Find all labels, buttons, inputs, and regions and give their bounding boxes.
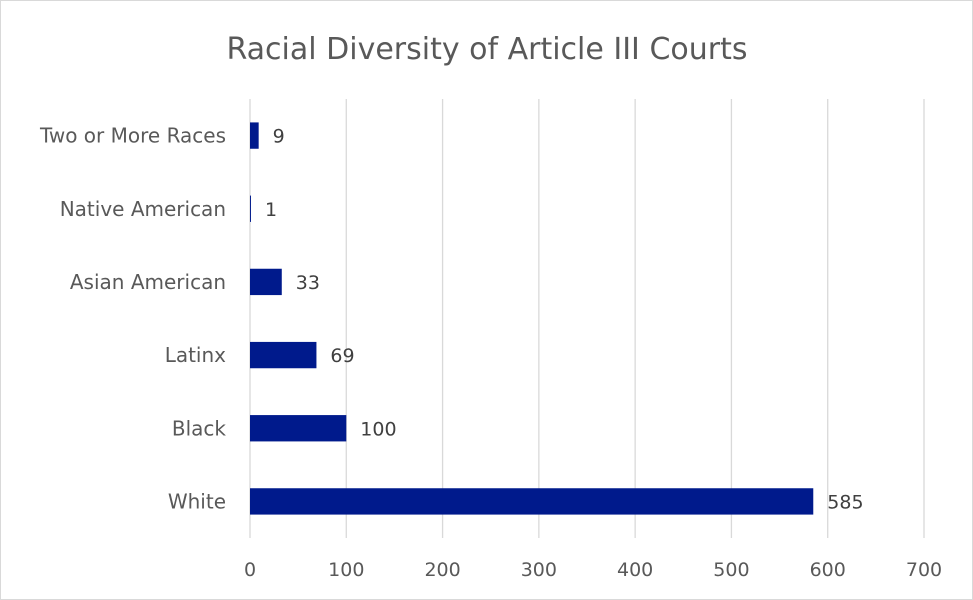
category-label-white: White <box>168 489 226 513</box>
bar-two-or-more-races <box>250 122 259 149</box>
bars <box>250 122 814 515</box>
x-tick-label-200: 200 <box>424 559 460 581</box>
bar-white <box>250 488 814 515</box>
x-tick-label-0: 0 <box>244 559 256 581</box>
data-label-native-american: 1 <box>265 199 277 221</box>
data-label-black: 100 <box>360 418 396 440</box>
category-label-latinx: Latinx <box>165 343 226 367</box>
bar-asian-american <box>250 268 282 296</box>
category-label-native-american: Native American <box>60 197 226 221</box>
bar-latinx <box>250 341 317 369</box>
category-label-black: Black <box>172 416 227 440</box>
x-tick-label-700: 700 <box>906 559 942 581</box>
category-labels: White Black Latinx Asian American Native Ame… <box>39 124 226 514</box>
gridlines <box>249 99 925 538</box>
x-tick-label-500: 500 <box>713 559 749 581</box>
data-label-asian-american: 33 <box>296 272 320 294</box>
category-label-asian-american: Asian American <box>70 270 226 294</box>
x-tick-label-400: 400 <box>617 559 653 581</box>
category-label-two-or-more-races: Two or More Races <box>39 124 226 148</box>
x-tick-label-300: 300 <box>521 559 557 581</box>
bar-black <box>250 415 347 442</box>
x-tick-label-600: 600 <box>810 559 846 581</box>
x-tick-label-100: 100 <box>328 559 364 581</box>
x-axis-tick-labels: 0 100 200 300 400 500 600 700 <box>244 559 942 581</box>
data-label-white: 585 <box>827 491 863 513</box>
data-label-latinx: 69 <box>330 345 354 367</box>
data-label-two-or-more-races: 9 <box>273 126 285 148</box>
bar-native-american <box>250 195 251 222</box>
data-labels: 585 100 69 33 1 9 <box>265 126 864 514</box>
chart-title: Racial Diversity of Article III Courts <box>226 32 747 67</box>
